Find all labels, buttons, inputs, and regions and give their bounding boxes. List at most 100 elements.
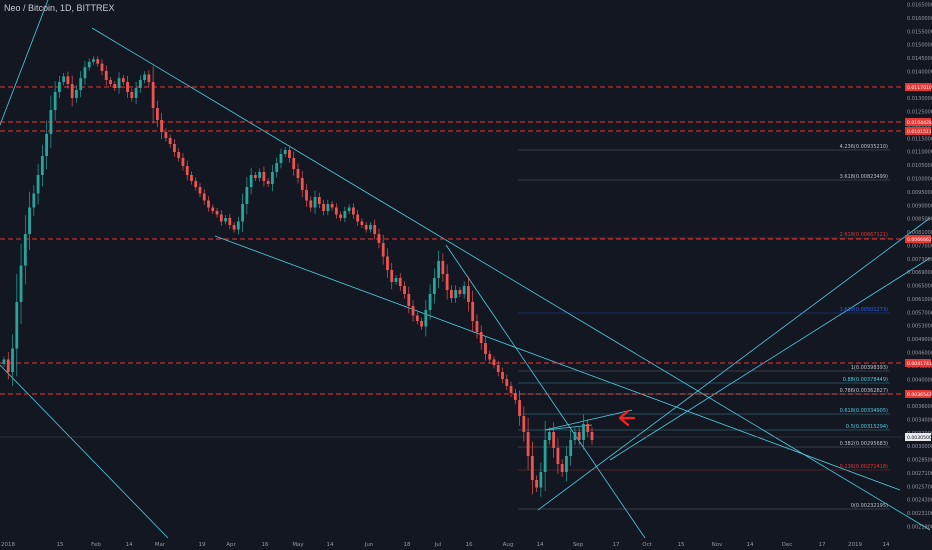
trendline [214, 235, 901, 491]
red-arrow-annotation [618, 409, 636, 427]
price-axis-label: 0.00900000 [907, 203, 932, 209]
fib-level-label: 0.382(0.00295683) [840, 441, 888, 447]
candle-body [356, 214, 360, 222]
candle-body [228, 218, 232, 225]
candle-body [411, 306, 415, 316]
price-tag-box [905, 127, 931, 135]
candle-body [185, 166, 189, 175]
candle-body [364, 225, 368, 230]
candle-body [275, 163, 279, 172]
time-axis-label: 17 [819, 542, 826, 548]
candle-body [57, 82, 61, 92]
candle-body [390, 270, 394, 282]
candle-body [586, 424, 590, 432]
candle-body [23, 234, 27, 266]
fib-level-label: 1.618(0.00501273) [840, 307, 888, 313]
price-axis-label: 0.00730000 [907, 257, 932, 263]
candle-body [224, 218, 227, 222]
candle-body [415, 315, 419, 321]
time-axis-label: 18 [404, 542, 411, 548]
candle-body [509, 386, 513, 393]
candle-body [343, 211, 347, 218]
candle-body [96, 59, 100, 64]
time-axis-label: 2019 [848, 542, 862, 548]
candlestick-series [2, 56, 594, 497]
candle-body [45, 134, 49, 156]
time-axis[interactable]: 2018 15 Feb 14 Mar 19 Apr 16 May 14 Jun 18 Jul 16 Aug 1… [1, 542, 890, 548]
candle-body [445, 274, 449, 290]
price-axis-label: 0.01000000 [907, 177, 932, 183]
price-axis-label: 0.01300000 [907, 96, 932, 102]
time-axis-label: Dec [782, 542, 793, 548]
time-axis-label: 15 [678, 542, 685, 548]
candle-body [513, 393, 517, 400]
price-axis[interactable]: 0.01650000 0.01600000 0.01550000 0.01500000… [907, 3, 932, 531]
candle-body [539, 472, 543, 488]
candle-body [151, 82, 155, 108]
candle-body [577, 432, 581, 440]
price-axis-label: 0.00610000 [907, 297, 932, 303]
candle-body [420, 321, 423, 327]
time-axis-label: 17 [613, 542, 620, 548]
candle-body [121, 78, 125, 82]
candle-body [437, 261, 441, 278]
trendline [537, 217, 931, 511]
fib-level-label: 1(0.00398393) [851, 365, 888, 371]
candle-body [79, 78, 83, 90]
candle-body [168, 138, 172, 144]
price-axis-label: 0.01500000 [907, 43, 932, 49]
candle-body [565, 456, 568, 472]
candle-body [351, 207, 355, 215]
price-axis-label: 0.01250000 [907, 110, 932, 116]
candle-body [347, 207, 351, 211]
candle-body [369, 225, 372, 230]
candle-body [245, 187, 249, 204]
candle-body [173, 144, 176, 152]
time-axis-label: 14 [327, 542, 334, 548]
candle-body [288, 150, 291, 158]
candle-body [305, 190, 308, 201]
fib-level-label: 2.618(0.00667121) [840, 232, 888, 238]
candle-body [253, 175, 257, 178]
candle-body [432, 278, 436, 294]
price-axis-label: 0.01100000 [907, 150, 932, 156]
candle-body [518, 400, 521, 416]
time-axis-label: Apr [226, 542, 236, 548]
fib-level-label: 0.236(0.00271418) [840, 464, 888, 470]
candle-body [28, 207, 31, 234]
candle-body [505, 379, 509, 386]
price-axis-label: 0.00650000 [907, 284, 932, 290]
candle-body [134, 88, 138, 98]
candle-body [377, 234, 381, 243]
candle-body [6, 359, 10, 372]
candle-body [569, 440, 573, 456]
candle-body [501, 372, 504, 379]
candle-body [11, 348, 14, 372]
trendline [544, 409, 633, 431]
time-axis-label: Sep [573, 542, 584, 548]
candle-body [386, 256, 389, 270]
time-axis-label: 2018 [1, 542, 15, 548]
price-tag-box [905, 235, 931, 243]
candle-body [556, 448, 560, 464]
candle-body [292, 158, 296, 169]
price-axis-label: 0.00285000 [907, 458, 932, 464]
price-axis-label: 0.00810000 [907, 230, 932, 236]
candle-body [428, 294, 432, 310]
candle-body [219, 214, 223, 222]
candle-body [75, 90, 78, 98]
candle-body [104, 70, 108, 80]
candle-body [258, 172, 262, 178]
candle-body [279, 154, 283, 163]
candle-body [326, 204, 330, 211]
candle-body [322, 204, 325, 211]
candle-body [130, 92, 134, 98]
candle-body [155, 108, 159, 120]
price-tag-label: 0.01170100 [907, 85, 932, 91]
candle-body [207, 200, 210, 208]
price-axis-label: 0.00850000 [907, 217, 932, 223]
candle-body [547, 432, 551, 440]
candle-body [543, 440, 547, 472]
candle-body [552, 432, 556, 448]
